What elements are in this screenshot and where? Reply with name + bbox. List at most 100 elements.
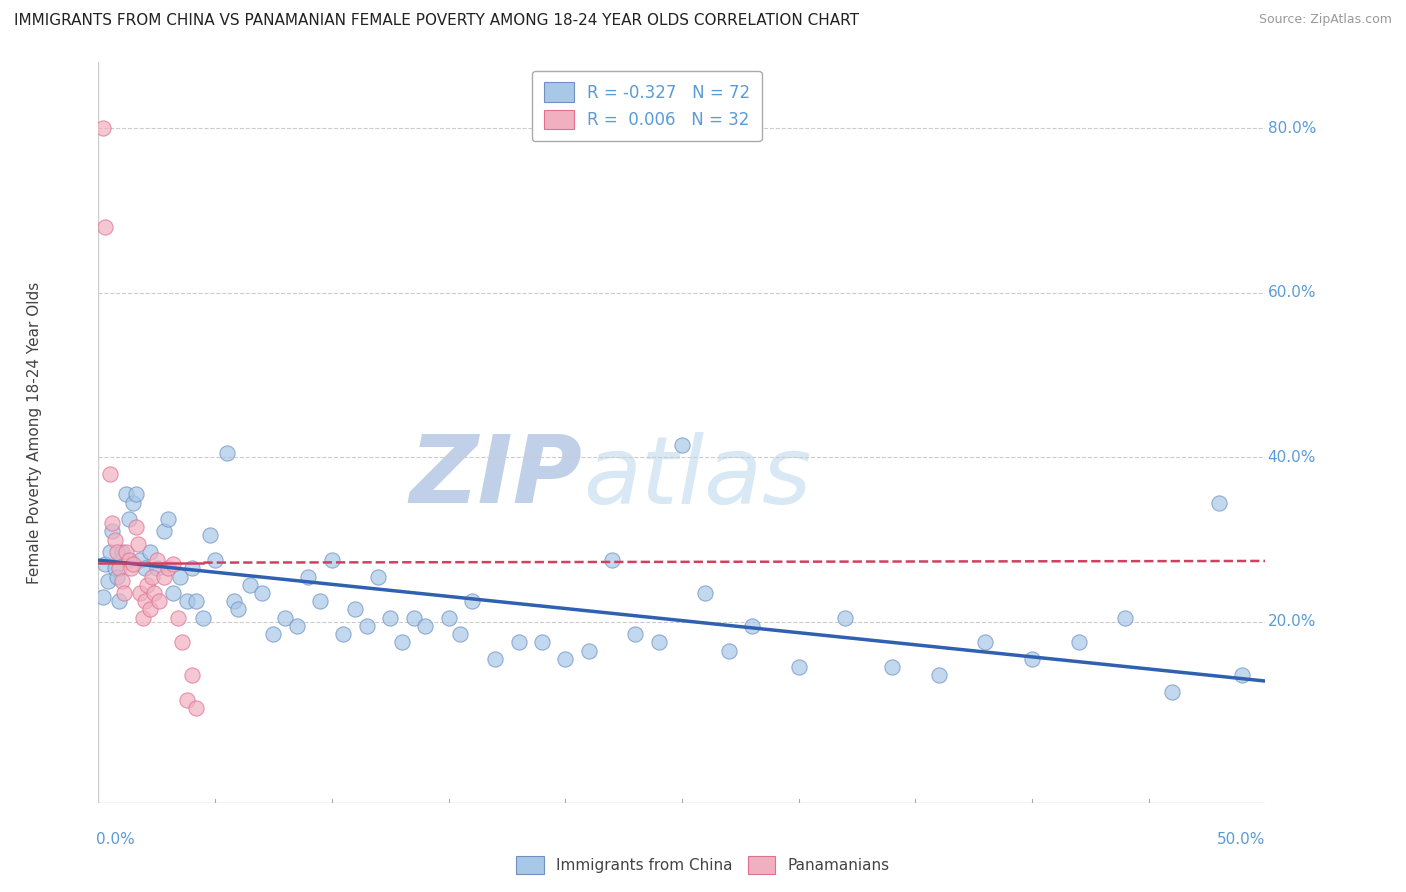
Point: [98, 467, 121, 481]
Point: [413, 619, 436, 633]
Text: atlas: atlas: [582, 432, 811, 523]
Point: [880, 660, 903, 674]
Point: [695, 586, 717, 600]
Point: [115, 487, 138, 501]
Point: [127, 536, 149, 550]
Point: [132, 611, 155, 625]
Point: [380, 611, 402, 625]
Text: Source: ZipAtlas.com: Source: ZipAtlas.com: [1258, 13, 1392, 27]
Point: [239, 578, 262, 592]
Point: [94, 558, 117, 572]
Point: [139, 602, 162, 616]
Point: [928, 668, 950, 682]
Text: ZIP: ZIP: [409, 431, 582, 523]
Point: [118, 553, 141, 567]
Point: [186, 594, 208, 608]
Point: [250, 586, 273, 600]
Text: 0.0%: 0.0%: [96, 831, 135, 847]
Point: [1021, 652, 1043, 666]
Point: [115, 545, 138, 559]
Point: [974, 635, 997, 649]
Point: [139, 545, 162, 559]
Point: [91, 590, 114, 604]
Point: [222, 594, 245, 608]
Point: [186, 701, 208, 715]
Point: [647, 635, 669, 649]
Point: [321, 553, 343, 567]
Point: [152, 569, 174, 583]
Point: [367, 569, 389, 583]
Point: [157, 561, 180, 575]
Point: [94, 219, 117, 234]
Point: [157, 512, 180, 526]
Point: [402, 611, 425, 625]
Point: [122, 558, 145, 572]
Point: [600, 553, 623, 567]
Point: [91, 121, 114, 136]
Point: [437, 611, 460, 625]
Text: Female Poverty Among 18-24 Year Olds: Female Poverty Among 18-24 Year Olds: [27, 282, 42, 583]
Point: [356, 619, 378, 633]
Point: [172, 635, 194, 649]
Point: [834, 611, 856, 625]
Point: [309, 594, 332, 608]
Point: [176, 594, 198, 608]
Point: [787, 660, 810, 674]
Point: [274, 611, 297, 625]
Text: IMMIGRANTS FROM CHINA VS PANAMANIAN FEMALE POVERTY AMONG 18-24 YEAR OLDS CORRELA: IMMIGRANTS FROM CHINA VS PANAMANIAN FEMA…: [14, 13, 859, 29]
Point: [104, 561, 127, 575]
Point: [624, 627, 647, 641]
Point: [125, 487, 148, 501]
Point: [741, 619, 763, 633]
Point: [332, 627, 354, 641]
Point: [129, 553, 152, 567]
Point: [449, 627, 471, 641]
Point: [200, 528, 222, 542]
Text: 60.0%: 60.0%: [1268, 285, 1316, 301]
Point: [285, 619, 308, 633]
Point: [112, 586, 135, 600]
Point: [101, 516, 124, 530]
Point: [152, 524, 174, 539]
Point: [101, 524, 124, 539]
Point: [108, 561, 131, 575]
Point: [671, 438, 693, 452]
Point: [118, 512, 141, 526]
Text: 20.0%: 20.0%: [1268, 615, 1316, 630]
Point: [141, 569, 163, 583]
Point: [215, 446, 238, 460]
Point: [180, 668, 202, 682]
Point: [508, 635, 530, 649]
Point: [554, 652, 576, 666]
Legend: R = -0.327   N = 72, R =  0.006   N = 32: R = -0.327 N = 72, R = 0.006 N = 32: [531, 70, 762, 141]
Point: [111, 545, 134, 559]
Point: [162, 586, 184, 600]
Point: [143, 586, 166, 600]
Point: [105, 569, 128, 583]
Point: [136, 578, 159, 592]
Point: [169, 569, 191, 583]
Point: [1230, 668, 1253, 682]
Point: [105, 545, 128, 559]
Point: [204, 553, 226, 567]
Point: [122, 495, 145, 509]
Point: [1161, 685, 1184, 699]
Point: [166, 611, 188, 625]
Point: [461, 594, 484, 608]
Point: [228, 602, 250, 616]
Point: [104, 533, 127, 547]
Point: [148, 594, 170, 608]
Text: 80.0%: 80.0%: [1268, 120, 1316, 136]
Point: [193, 611, 215, 625]
Text: 50.0%: 50.0%: [1218, 831, 1265, 847]
Point: [180, 561, 202, 575]
Point: [129, 586, 152, 600]
Point: [176, 693, 198, 707]
Point: [484, 652, 506, 666]
Point: [146, 553, 169, 567]
Text: 40.0%: 40.0%: [1268, 450, 1316, 465]
Point: [1114, 611, 1136, 625]
Point: [134, 561, 156, 575]
Point: [344, 602, 367, 616]
Point: [125, 520, 148, 534]
